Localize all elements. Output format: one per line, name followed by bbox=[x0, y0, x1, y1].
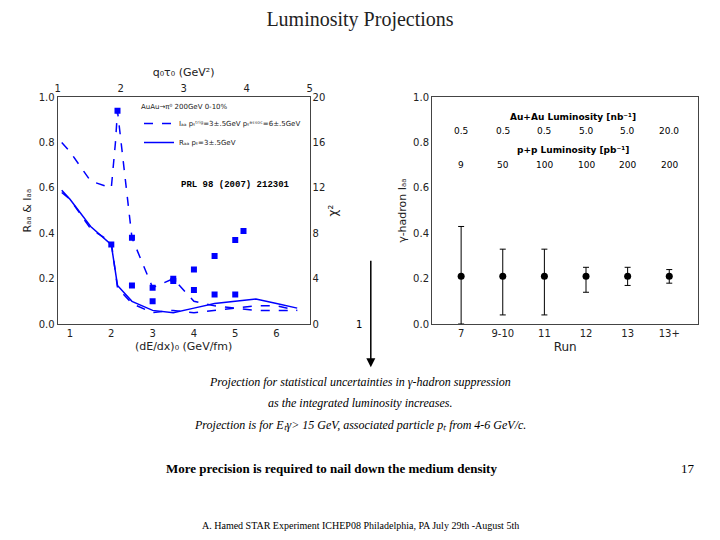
svg-text:2: 2 bbox=[117, 83, 123, 94]
svg-text:100: 100 bbox=[578, 160, 595, 170]
svg-text:6: 6 bbox=[273, 328, 279, 339]
svg-text:0.6: 0.6 bbox=[39, 182, 55, 193]
svg-text:γ-hadron Iₐₐ: γ-hadron Iₐₐ bbox=[396, 178, 409, 243]
svg-text:17: 17 bbox=[681, 461, 695, 476]
svg-text:0.0: 0.0 bbox=[413, 319, 429, 330]
svg-text:0.2: 0.2 bbox=[39, 273, 55, 284]
svg-text:0.8: 0.8 bbox=[413, 137, 429, 148]
svg-text:4: 4 bbox=[191, 328, 197, 339]
svg-text:1: 1 bbox=[54, 83, 60, 94]
svg-text:A. Hamed STAR Experiment ICHEP: A. Hamed STAR Experiment ICHEP08 Philade… bbox=[202, 520, 519, 531]
svg-text:Rₐₐ & Iₐₐ: Rₐₐ & Iₐₐ bbox=[21, 189, 34, 233]
svg-text:0.6: 0.6 bbox=[413, 182, 429, 193]
svg-text:20: 20 bbox=[313, 92, 326, 103]
svg-text:1.0: 1.0 bbox=[413, 92, 429, 103]
svg-text:More precision is required to: More precision is required to nail down … bbox=[166, 461, 497, 476]
svg-text:p+p Luminosity [pb⁻¹]: p+p Luminosity [pb⁻¹] bbox=[517, 145, 629, 155]
svg-text:20.0: 20.0 bbox=[659, 126, 679, 136]
svg-text:1: 1 bbox=[67, 328, 73, 339]
svg-text:3: 3 bbox=[149, 328, 155, 339]
svg-text:11: 11 bbox=[538, 328, 551, 339]
svg-text:7: 7 bbox=[458, 328, 464, 339]
svg-text:AuAu→π⁰ 200GeV 0-10%: AuAu→π⁰ 200GeV 0-10% bbox=[141, 103, 228, 111]
svg-text:0.4: 0.4 bbox=[39, 228, 55, 239]
svg-text:9: 9 bbox=[458, 160, 464, 170]
svg-text:12: 12 bbox=[580, 328, 593, 339]
svg-text:8: 8 bbox=[313, 228, 319, 239]
svg-text:0.5: 0.5 bbox=[496, 126, 510, 136]
svg-text:Projection is for Eₜγ> 15 GeV,: Projection is for Eₜγ> 15 GeV, associate… bbox=[194, 418, 526, 432]
svg-text:13+: 13+ bbox=[659, 328, 680, 339]
svg-text:0.0: 0.0 bbox=[39, 319, 55, 330]
svg-text:4: 4 bbox=[243, 83, 249, 94]
svg-text:0.5: 0.5 bbox=[537, 126, 551, 136]
svg-text:5.0: 5.0 bbox=[620, 126, 635, 136]
svg-text:1.0: 1.0 bbox=[39, 92, 55, 103]
svg-text:PRL 98 (2007) 212301: PRL 98 (2007) 212301 bbox=[181, 180, 290, 190]
svg-text:100: 100 bbox=[536, 160, 553, 170]
svg-text:1: 1 bbox=[356, 319, 362, 330]
svg-text:16: 16 bbox=[313, 137, 326, 148]
svg-text:0.5: 0.5 bbox=[454, 126, 468, 136]
svg-text:Rₐₐ pₜ=3±.5GeV: Rₐₐ pₜ=3±.5GeV bbox=[179, 139, 236, 147]
svg-text:Iₐₐ pₜᵗʳⁱᵍ=3±.5GeV pₜᵃˢˢᵒᶜ=6±.: Iₐₐ pₜᵗʳⁱᵍ=3±.5GeV pₜᵃˢˢᵒᶜ=6±.5GeV bbox=[179, 120, 300, 128]
svg-text:12: 12 bbox=[313, 182, 326, 193]
svg-text:4: 4 bbox=[313, 273, 319, 284]
svg-text:0.4: 0.4 bbox=[413, 228, 429, 239]
svg-text:as the integrated luminosity i: as the integrated luminosity increases. bbox=[268, 396, 453, 410]
svg-text:9-10: 9-10 bbox=[491, 328, 514, 339]
svg-text:5: 5 bbox=[306, 83, 312, 94]
svg-text:q₀τ₀ (GeV²): q₀τ₀ (GeV²) bbox=[153, 66, 215, 79]
svg-text:50: 50 bbox=[497, 160, 509, 170]
svg-text:Projection for statistical unc: Projection for statistical uncertainties… bbox=[209, 375, 511, 389]
svg-text:(dE/dx)₀ (GeV/fm): (dE/dx)₀ (GeV/fm) bbox=[135, 340, 232, 353]
svg-text:0.8: 0.8 bbox=[39, 137, 55, 148]
svg-text:3: 3 bbox=[180, 83, 186, 94]
svg-text:5.0: 5.0 bbox=[579, 126, 594, 136]
svg-text:200: 200 bbox=[619, 160, 636, 170]
svg-text:13: 13 bbox=[621, 328, 634, 339]
svg-text:Luminosity Projections: Luminosity Projections bbox=[266, 8, 453, 31]
svg-text:2: 2 bbox=[108, 328, 114, 339]
svg-text:5: 5 bbox=[232, 328, 238, 339]
svg-text:Au+Au Luminosity [nb⁻¹]: Au+Au Luminosity [nb⁻¹] bbox=[510, 112, 636, 122]
svg-text:Run: Run bbox=[554, 340, 577, 354]
svg-text:0: 0 bbox=[313, 319, 319, 330]
svg-text:χ²: χ² bbox=[326, 205, 340, 217]
svg-text:200: 200 bbox=[661, 160, 678, 170]
svg-text:0.2: 0.2 bbox=[413, 273, 429, 284]
